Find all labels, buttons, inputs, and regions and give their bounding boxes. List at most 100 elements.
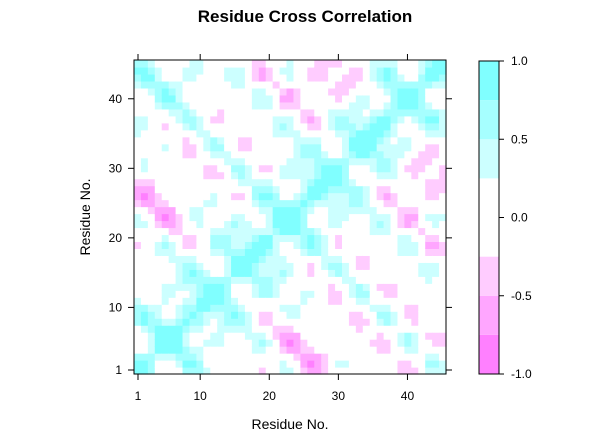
heatmap-cell: [196, 185, 204, 194]
heatmap-cell: [432, 143, 440, 152]
heatmap-cell: [411, 136, 419, 145]
heatmap-cell: [404, 241, 412, 249]
heatmap-cell: [161, 227, 170, 236]
heatmap-cell: [203, 367, 211, 375]
heatmap-cell: [321, 262, 329, 270]
heatmap-cell: [307, 353, 315, 361]
heatmap-cell: [140, 108, 149, 117]
heatmap-cell: [342, 241, 350, 249]
heatmap-cell: [335, 290, 343, 298]
heatmap-cell: [418, 220, 426, 229]
heatmap-cell: [196, 66, 204, 75]
heatmap-cell: [376, 129, 385, 138]
heatmap-cell: [134, 213, 142, 222]
heatmap-cell: [293, 276, 301, 284]
heatmap-cell: [397, 248, 405, 256]
heatmap-cell: [439, 220, 447, 229]
heatmap-cell: [286, 248, 295, 256]
heatmap-cell: [390, 353, 399, 361]
heatmap-cell: [286, 143, 295, 152]
heatmap-cell: [390, 115, 399, 124]
heatmap-cell: [251, 241, 260, 249]
heatmap-cell: [210, 80, 218, 89]
heatmap-cell: [390, 66, 399, 75]
heatmap-cell: [307, 234, 315, 243]
heatmap-cell: [161, 143, 170, 152]
heatmap-cell: [383, 332, 392, 340]
heatmap-cell: [251, 143, 260, 152]
heatmap-cell: [342, 248, 350, 256]
heatmap-cell: [189, 318, 197, 326]
heatmap-cell: [272, 297, 281, 305]
heatmap-cell: [217, 87, 225, 96]
colorbar-ticks: 1.00.50.0-0.5-1.0: [499, 54, 532, 381]
heatmap-cell: [189, 136, 197, 145]
heatmap-cell: [217, 185, 225, 194]
heatmap-cell: [217, 360, 225, 368]
heatmap-cell: [168, 297, 177, 305]
heatmap-cell: [134, 262, 142, 270]
heatmap-cell: [376, 171, 385, 180]
heatmap-cell: [134, 269, 142, 277]
heatmap-cell: [335, 129, 343, 138]
heatmap-cell: [314, 199, 322, 208]
heatmap-cell: [376, 199, 385, 208]
heatmap-cell: [411, 241, 419, 249]
heatmap-cell: [175, 248, 184, 256]
heatmap-cell: [335, 60, 343, 68]
heatmap-cell: [404, 339, 412, 347]
heatmap-cell: [314, 262, 322, 270]
heatmap-cell: [432, 136, 440, 145]
heatmap-cell: [224, 318, 232, 326]
heatmap-cell: [314, 290, 322, 298]
heatmap-cell: [404, 115, 412, 124]
heatmap-cell: [404, 360, 412, 368]
heatmap-cell: [272, 241, 281, 249]
heatmap-cell: [224, 304, 232, 312]
heatmap-cell: [147, 122, 156, 131]
heatmap-cell: [196, 94, 204, 103]
heatmap-cell: [342, 262, 350, 270]
heatmap-cell: [369, 171, 378, 180]
heatmap-cell: [383, 262, 392, 270]
heatmap-cell: [314, 311, 322, 319]
heatmap-cell: [217, 297, 225, 305]
heatmap-cell: [161, 80, 170, 89]
heatmap-cell: [335, 234, 343, 243]
heatmap-cell: [244, 80, 253, 89]
heatmap-cell: [328, 87, 336, 96]
heatmap-cell: [168, 290, 177, 298]
heatmap-cell: [286, 60, 295, 68]
heatmap-cell: [376, 290, 385, 298]
heatmap-cell: [321, 311, 329, 319]
heatmap-cell: [425, 227, 433, 236]
heatmap-cell: [196, 276, 204, 284]
heatmap-cell: [272, 220, 281, 229]
heatmap-cell: [182, 255, 191, 263]
heatmap-cell: [279, 122, 288, 131]
heatmap-cell: [217, 234, 225, 243]
heatmap-cell: [244, 87, 253, 96]
heatmap-cell: [335, 353, 343, 361]
heatmap-cell: [314, 220, 322, 229]
heatmap-cell: [175, 206, 184, 215]
heatmap-cell: [140, 339, 149, 347]
heatmap-cell: [134, 332, 142, 340]
heatmap-cell: [404, 108, 412, 117]
plot-area: [133, 59, 447, 375]
heatmap-cell: [432, 318, 440, 326]
heatmap-cell: [328, 283, 336, 291]
heatmap-cell: [439, 94, 447, 103]
heatmap-cell: [168, 115, 177, 124]
heatmap-cell: [286, 241, 295, 249]
heatmap-cell: [217, 73, 225, 82]
heatmap-cell: [314, 304, 322, 312]
heatmap-cell: [244, 332, 253, 340]
heatmap-cell: [418, 360, 426, 368]
heatmap-cell: [355, 220, 364, 229]
heatmap-cell: [397, 157, 405, 166]
heatmap-cell: [196, 367, 204, 375]
heatmap-cell: [362, 171, 371, 180]
heatmap-cell: [196, 304, 204, 312]
heatmap-cell: [369, 87, 378, 96]
